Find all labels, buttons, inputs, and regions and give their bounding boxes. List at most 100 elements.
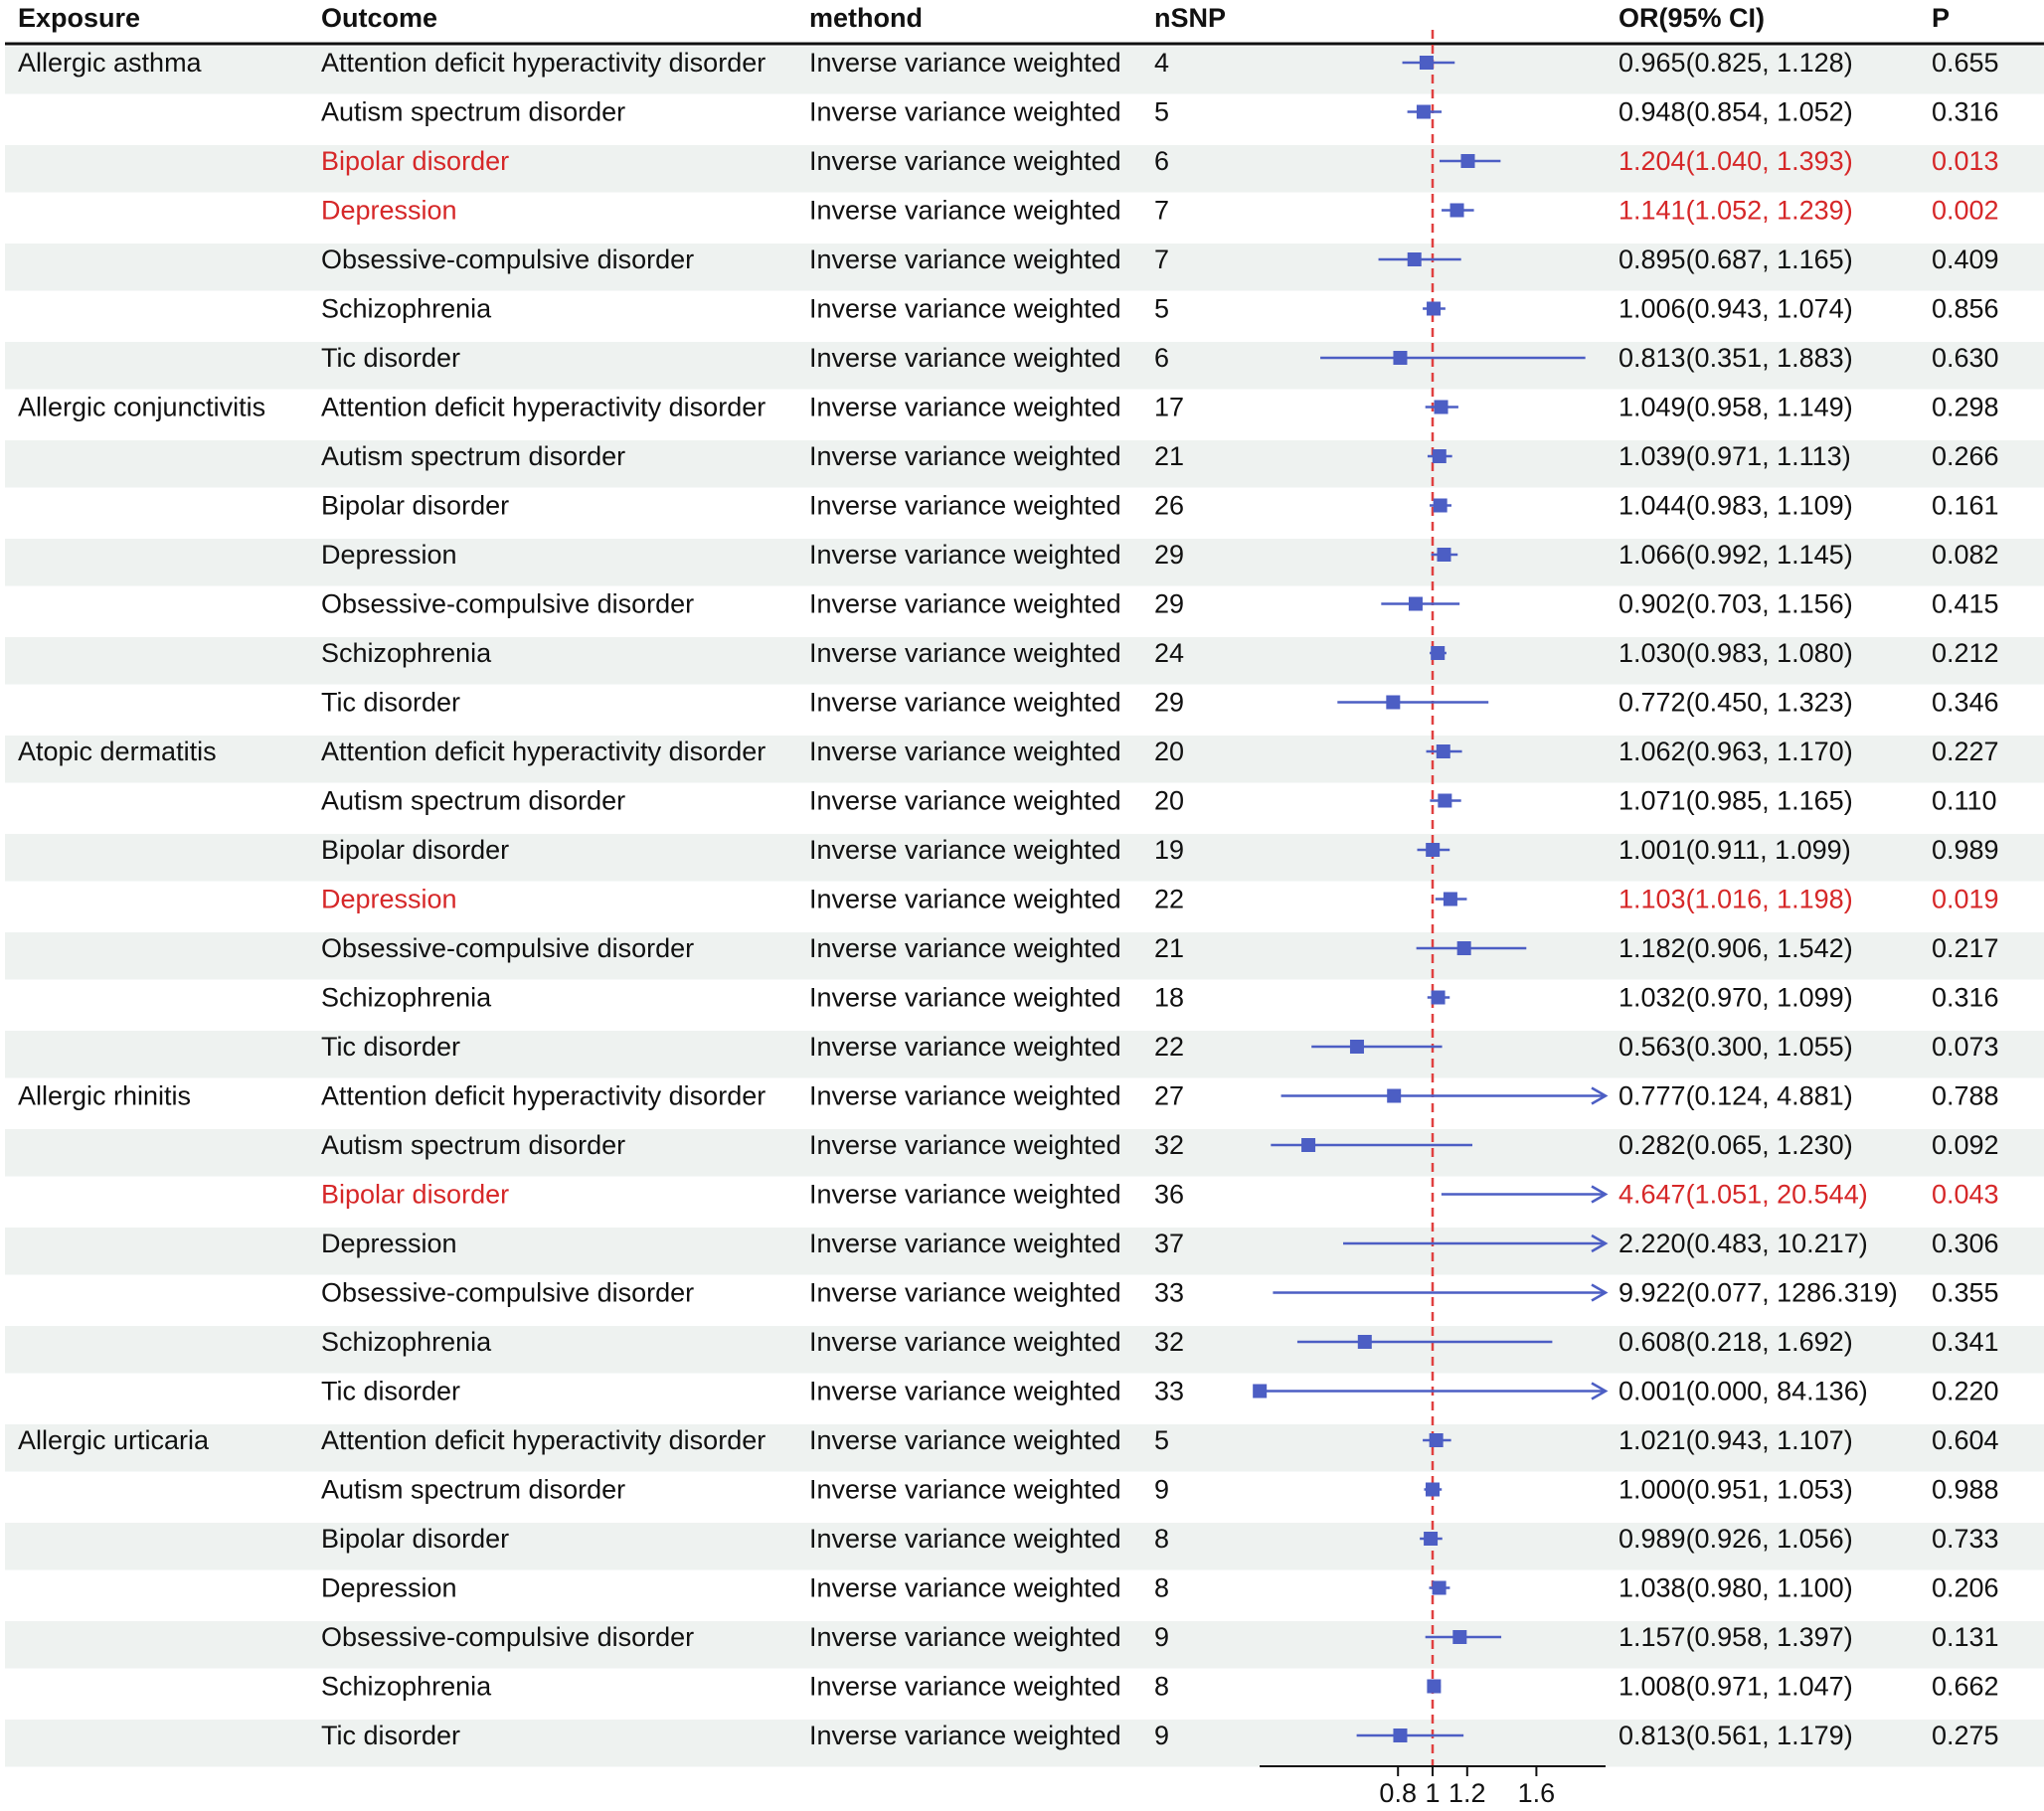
header-or-ci: OR(95% CI) [1618,3,1765,33]
p-value: 0.415 [1932,589,1999,619]
method-label: Inverse variance weighted [809,1524,1121,1554]
exposure-label: Allergic conjunctivitis [18,393,265,422]
or-ci-value: 1.062(0.963, 1.170) [1618,737,1853,766]
row-band [5,440,2044,488]
or-point [1438,793,1452,808]
or-point [1432,449,1447,463]
nsnp-value: 37 [1154,1229,1184,1258]
nsnp-value: 26 [1154,491,1184,521]
or-ci-value: 4.647(1.051, 20.544) [1618,1180,1868,1210]
or-point [1426,843,1441,857]
header-exposure: Exposure [18,3,140,33]
method-label: Inverse variance weighted [809,835,1121,865]
p-value: 0.092 [1932,1130,1999,1160]
method-label: Inverse variance weighted [809,1475,1121,1505]
header-outcome: Outcome [321,3,437,33]
outcome-label: Schizophrenia [321,1327,492,1357]
method-label: Inverse variance weighted [809,1130,1121,1160]
or-ci-value: 1.141(1.052, 1.239) [1618,196,1853,226]
method-label: Inverse variance weighted [809,1425,1121,1455]
or-point [1449,203,1464,218]
p-value: 0.346 [1932,688,1999,718]
outcome-label: Attention deficit hyperactivity disorder [321,48,766,78]
outcome-label: Tic disorder [321,1721,460,1750]
outcome-label: Obsessive-compulsive disorder [321,589,694,619]
nsnp-value: 33 [1154,1377,1184,1406]
header-p: P [1932,3,1950,33]
or-ci-value: 1.008(0.971, 1.047) [1618,1672,1853,1702]
x-tick-label: 1.6 [1518,1778,1556,1808]
nsnp-value: 27 [1154,1081,1184,1111]
nsnp-value: 9 [1154,1475,1169,1505]
nsnp-value: 9 [1154,1721,1169,1750]
p-value: 0.002 [1932,196,1999,226]
nsnp-value: 21 [1154,441,1184,471]
row-band [5,539,2044,586]
outcome-label: Tic disorder [321,1377,460,1406]
nsnp-value: 22 [1154,1032,1184,1062]
outcome-label: Autism spectrum disorder [321,1130,625,1160]
method-label: Inverse variance weighted [809,491,1121,521]
outcome-label: Schizophrenia [321,1672,492,1702]
nsnp-value: 19 [1154,835,1184,865]
x-tick-label: 0.8 [1379,1778,1417,1808]
outcome-label: Tic disorder [321,1032,460,1062]
nsnp-value: 5 [1154,1425,1169,1455]
or-point [1436,744,1450,758]
method-label: Inverse variance weighted [809,1672,1121,1702]
nsnp-value: 36 [1154,1180,1184,1210]
method-label: Inverse variance weighted [809,97,1121,127]
p-value: 0.212 [1932,638,1999,668]
or-point [1393,1729,1408,1742]
nsnp-value: 8 [1154,1524,1169,1554]
nsnp-value: 5 [1154,97,1169,127]
row-band [5,834,2044,882]
p-value: 0.630 [1932,343,1999,373]
or-ci-value: 1.071(0.985, 1.165) [1618,786,1853,816]
outcome-label: Autism spectrum disorder [321,786,625,816]
outcome-label: Depression [321,885,457,914]
or-ci-value: 1.032(0.970, 1.099) [1618,983,1853,1013]
p-value: 0.220 [1932,1377,1999,1406]
or-point [1386,695,1401,710]
or-point [1429,1433,1444,1447]
outcome-label: Autism spectrum disorder [321,97,625,127]
outcome-label: Attention deficit hyperactivity disorder [321,1425,766,1455]
nsnp-value: 7 [1154,245,1169,274]
method-label: Inverse variance weighted [809,343,1121,373]
or-ci-value: 1.049(0.958, 1.149) [1618,393,1853,422]
row-band [5,1621,2044,1669]
outcome-label: Autism spectrum disorder [321,441,625,471]
p-value: 0.082 [1932,540,1999,570]
nsnp-value: 21 [1154,933,1184,963]
outcome-label: Schizophrenia [321,983,492,1013]
outcome-label: Obsessive-compulsive disorder [321,1278,694,1308]
ci-arrow [1591,1382,1609,1400]
p-value: 0.316 [1932,97,1999,127]
method-label: Inverse variance weighted [809,1327,1121,1357]
or-ci-value: 0.777(0.124, 4.881) [1618,1081,1853,1111]
or-point [1443,892,1457,906]
p-value: 0.013 [1932,146,1999,176]
p-value: 0.733 [1932,1524,1999,1554]
or-ci-value: 9.922(0.077, 1286.319) [1618,1278,1898,1308]
method-label: Inverse variance weighted [809,885,1121,914]
outcome-label: Attention deficit hyperactivity disorder [321,1081,766,1111]
outcome-label: Depression [321,540,457,570]
or-point [1431,646,1446,660]
or-point [1434,400,1448,414]
method-label: Inverse variance weighted [809,1081,1121,1111]
p-value: 0.604 [1932,1425,1999,1455]
row-band [5,637,2044,685]
or-ci-value: 0.902(0.703, 1.156) [1618,589,1853,619]
table-body: Allergic asthma Attention deficit hyperac… [18,48,1999,1750]
p-value: 0.019 [1932,885,1999,914]
or-ci-value: 1.039(0.971, 1.113) [1618,441,1851,471]
outcome-label: Depression [321,1229,457,1258]
p-value: 0.856 [1932,294,1999,324]
row-band [5,1326,2044,1374]
or-ci-value: 0.813(0.561, 1.179) [1618,1721,1853,1750]
outcome-label: Tic disorder [321,343,460,373]
p-value: 0.341 [1932,1327,1999,1357]
